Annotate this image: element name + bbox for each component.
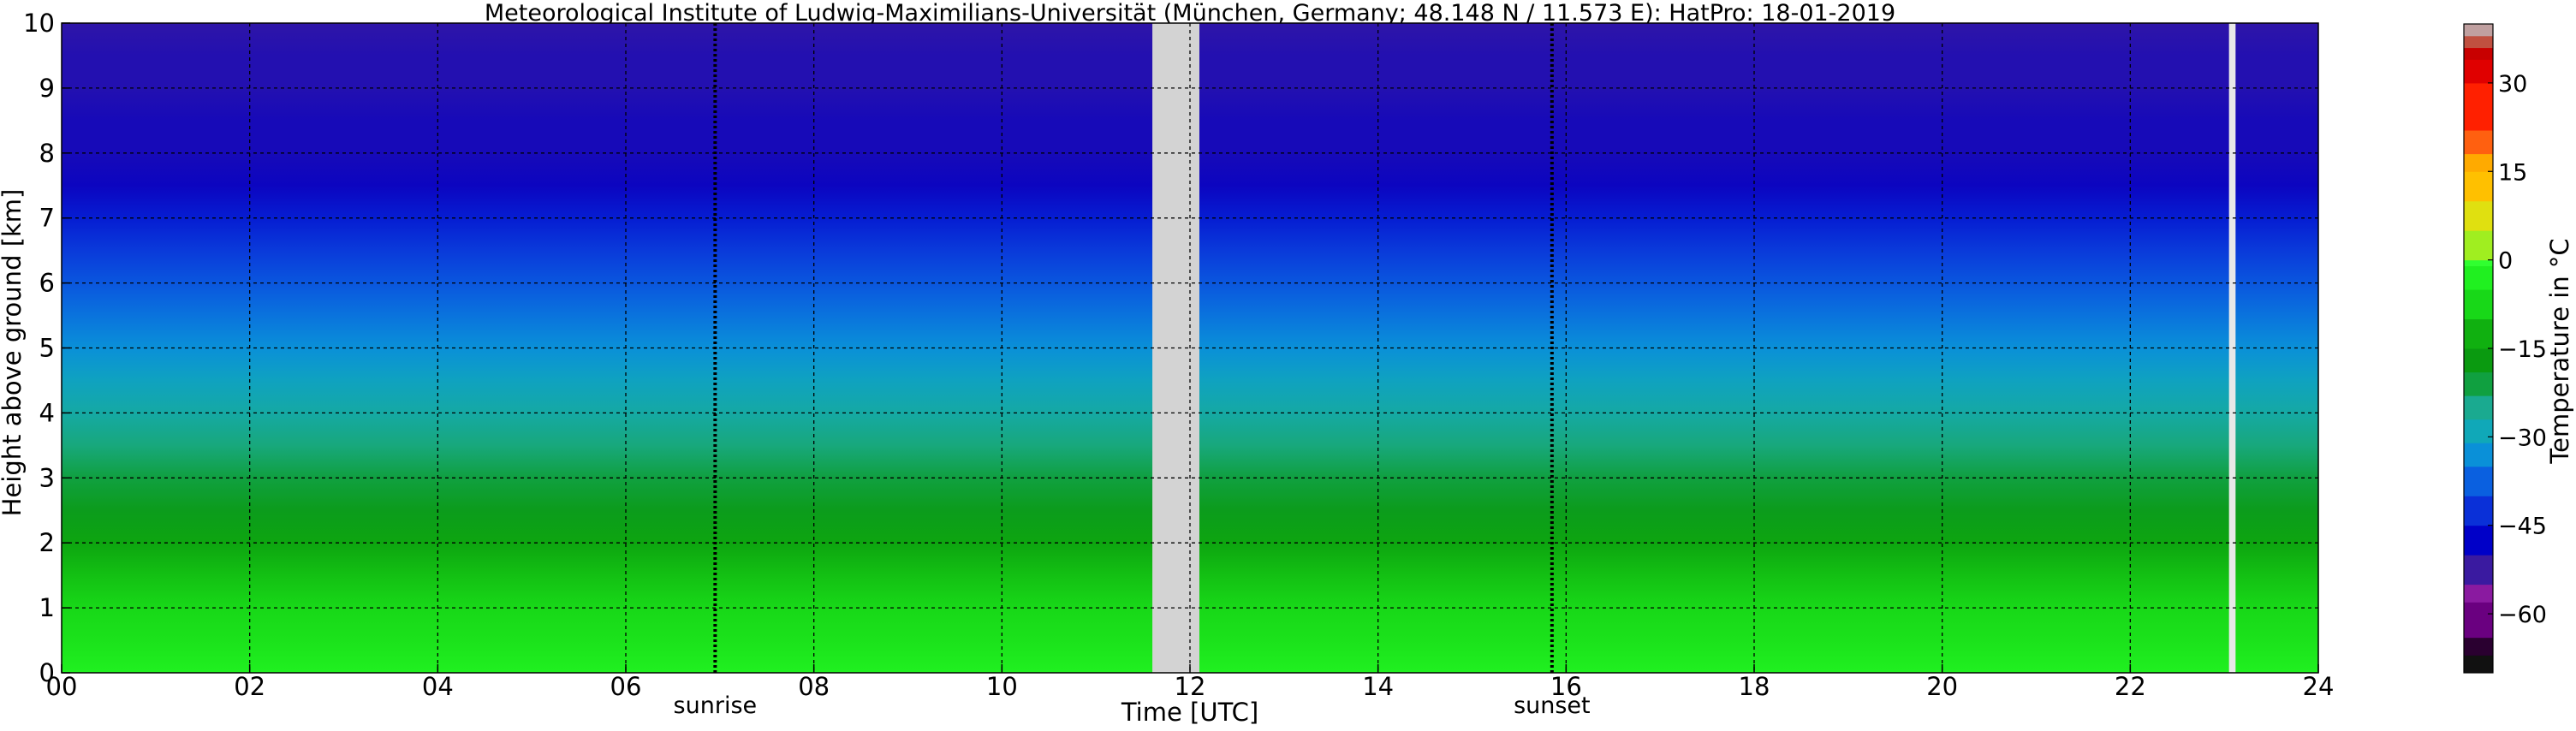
colorbar-segment bbox=[2464, 348, 2493, 373]
x-tick-label: 14 bbox=[1362, 672, 1394, 701]
y-tick-label: 6 bbox=[39, 269, 55, 298]
colorbar-segment bbox=[2464, 259, 2493, 267]
colorbar-segment bbox=[2464, 395, 2493, 420]
x-tick-label: 16 bbox=[1550, 672, 1582, 701]
colorbar-tick-label: 30 bbox=[2498, 71, 2527, 98]
y-tick-label: 7 bbox=[39, 204, 55, 233]
colorbar-segment bbox=[2464, 35, 2493, 49]
colorbar-segment bbox=[2464, 171, 2493, 202]
colorbar-segment bbox=[2464, 637, 2493, 656]
colorbar-tick-label: 0 bbox=[2498, 248, 2513, 275]
colorbar-tick-label: −45 bbox=[2498, 514, 2547, 540]
colorbar-segment bbox=[2464, 555, 2493, 585]
colorbar-segment bbox=[2464, 130, 2493, 155]
missing-data-band bbox=[2228, 23, 2236, 673]
x-tick-label: 10 bbox=[986, 672, 1018, 701]
colorbar-segment bbox=[2464, 24, 2493, 37]
x-tick-label: 04 bbox=[422, 672, 454, 701]
x-tick-label: 20 bbox=[1926, 672, 1958, 701]
y-tick-label: 0 bbox=[39, 658, 55, 687]
colorbar-segment bbox=[2464, 318, 2493, 349]
colorbar-segment bbox=[2464, 443, 2493, 467]
colorbar-segment bbox=[2464, 419, 2493, 443]
y-tick-label: 2 bbox=[39, 528, 55, 557]
x-axis-label: Time [UTC] bbox=[1121, 698, 1258, 727]
y-tick-label: 8 bbox=[39, 139, 55, 168]
y-tick-label: 4 bbox=[39, 398, 55, 427]
colorbar-segment bbox=[2464, 59, 2493, 84]
colorbar-segment bbox=[2464, 655, 2493, 674]
y-tick-label: 5 bbox=[39, 334, 55, 363]
x-tick-label: 06 bbox=[610, 672, 642, 701]
x-tick-label: 00 bbox=[46, 672, 78, 701]
y-tick-label: 3 bbox=[39, 463, 55, 492]
colorbar-segment bbox=[2464, 47, 2493, 60]
y-tick-label: 10 bbox=[23, 9, 55, 38]
colorbar-tick-label: −30 bbox=[2498, 425, 2547, 451]
x-tick-label: 02 bbox=[234, 672, 265, 701]
chart-title: Meteorological Institute of Ludwig-Maxim… bbox=[485, 0, 1895, 27]
sunrise-label: sunrise bbox=[674, 692, 758, 719]
colorbar-segment bbox=[2464, 466, 2493, 496]
x-tick-label: 12 bbox=[1175, 672, 1206, 701]
colorbar-segment bbox=[2464, 153, 2493, 172]
colorbar-segment bbox=[2464, 82, 2493, 131]
colorbar-label: Temperature in °C bbox=[2545, 238, 2574, 464]
sunset-label: sunset bbox=[1514, 692, 1591, 719]
colorbar-segment bbox=[2464, 584, 2493, 603]
colorbar-segment bbox=[2464, 289, 2493, 320]
x-tick-label: 08 bbox=[798, 672, 830, 701]
colorbar-segment bbox=[2464, 371, 2493, 396]
colorbar-segment bbox=[2464, 525, 2493, 556]
colorbar-tick-label: −60 bbox=[2498, 602, 2547, 628]
x-tick-label: 22 bbox=[2115, 672, 2146, 701]
colorbar-tick-label: −15 bbox=[2498, 336, 2547, 363]
y-tick-label: 1 bbox=[39, 593, 55, 622]
colorbar-segment bbox=[2464, 496, 2493, 526]
y-axis-label: Height above ground [km] bbox=[0, 189, 27, 517]
y-tick-label: 9 bbox=[39, 74, 55, 103]
colorbar-segment bbox=[2464, 265, 2493, 290]
colorbar-segment bbox=[2464, 602, 2493, 639]
colorbar-segment bbox=[2464, 230, 2493, 261]
x-tick-label: 18 bbox=[1739, 672, 1770, 701]
x-tick-label: 24 bbox=[2303, 672, 2335, 701]
colorbar-tick-label: 15 bbox=[2498, 159, 2527, 186]
colorbar-segment bbox=[2464, 200, 2493, 231]
